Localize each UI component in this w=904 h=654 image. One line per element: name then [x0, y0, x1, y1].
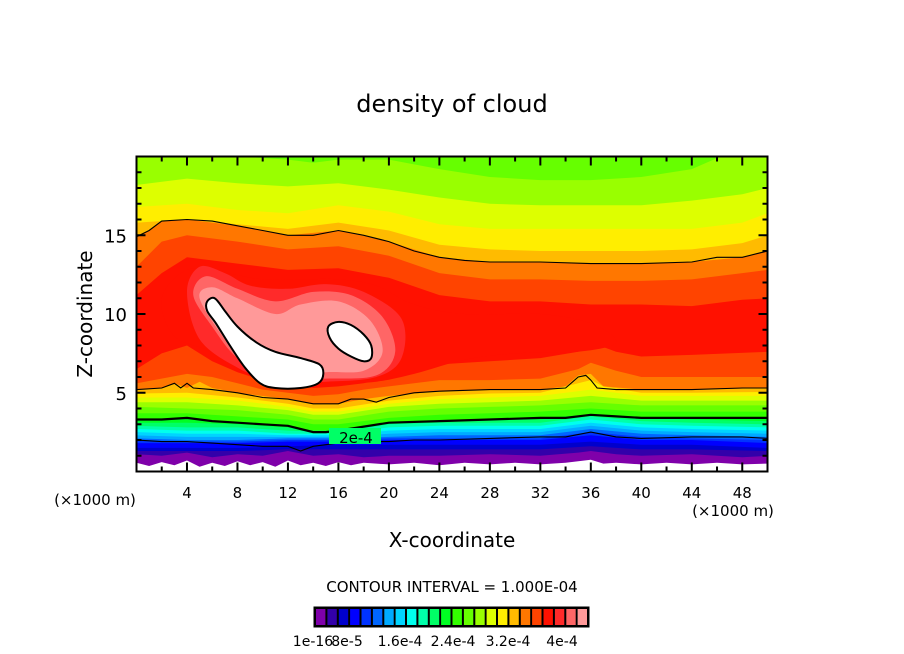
- colorbar-frame: [313, 606, 590, 628]
- colorbar-cell: [384, 609, 394, 625]
- colorbar-cell: [463, 609, 474, 625]
- upper-band-level-13: [245, 157, 719, 181]
- x-tick-label: 40: [632, 484, 651, 502]
- ground-no-data: [137, 459, 767, 471]
- colorbar-cell: [554, 609, 565, 625]
- contour-2e-4: [137, 413, 767, 434]
- x-axis-label: X-coordinate: [389, 528, 516, 552]
- x-tick-label: 44: [682, 484, 701, 502]
- mid-contour: [137, 374, 767, 405]
- colorbar-cell: [316, 609, 326, 625]
- colorbar-cell: [486, 609, 496, 625]
- colorbar-cell: [566, 609, 576, 625]
- colorbar-cell: [498, 609, 508, 625]
- white-region-core-left: [205, 296, 325, 390]
- colorbar-label: 1.6e-4: [378, 634, 423, 650]
- colorbar-cell: [543, 609, 553, 625]
- colorbar-cell: [509, 609, 519, 625]
- x-tick-label: 4: [182, 484, 192, 502]
- contour-lines: [137, 218, 767, 452]
- colorbar-label: 1e-16: [293, 634, 333, 650]
- x-tick-label: 28: [480, 484, 499, 502]
- colorbar-label: 2.4e-4: [431, 634, 476, 650]
- colorbar-label: 8e-5: [331, 634, 362, 650]
- contour-line-label: 2e-4: [339, 429, 373, 447]
- colorbar-cell: [418, 609, 428, 625]
- x-axis-unit-label-left: (×1000 m): [54, 491, 136, 509]
- colorbar-cell: [361, 609, 371, 625]
- x-tick-label: 48: [733, 484, 752, 502]
- colorbar-cell: [441, 609, 451, 625]
- colorbar-cell: [475, 609, 485, 625]
- x-tick-label: 8: [233, 484, 243, 502]
- colorbar-cell: [532, 609, 542, 625]
- x-tick-label: 16: [329, 484, 348, 502]
- x-tick-label: 32: [531, 484, 550, 502]
- colorbar: [313, 606, 590, 628]
- white-region-core-right: [326, 320, 374, 363]
- colorbar-cell: [350, 609, 360, 625]
- chart-title: density of cloud: [356, 90, 547, 118]
- colorbar-label: 3.2e-4: [486, 634, 531, 650]
- colorbar-cell: [338, 609, 349, 625]
- colorbar-cell: [372, 609, 383, 625]
- y-tick-labels: 5 10 15: [104, 226, 127, 405]
- contour-interval-label: CONTOUR INTERVAL = 1.000E-04: [326, 578, 577, 596]
- x-tick-label: 24: [430, 484, 449, 502]
- upper-contour: [137, 218, 767, 265]
- colorbar-cell: [327, 609, 337, 625]
- x-tick-labels: 4 8 12 16 20 24 28 32 36 40 44 48: [182, 484, 752, 502]
- low-contour: [137, 431, 767, 452]
- x-axis-unit-label-right: (×1000 m): [692, 502, 774, 520]
- y-tick-label: 5: [116, 384, 127, 405]
- y-tick-label: 10: [104, 305, 127, 326]
- colorbar-label: 4e-4: [546, 634, 578, 650]
- contour-label-background: [329, 428, 381, 444]
- colorbar-cell: [577, 609, 587, 625]
- y-tick-label: 15: [104, 226, 127, 247]
- colorbar-cell: [520, 609, 531, 625]
- colorbar-cell: [429, 609, 440, 625]
- filled-contour-bands: [137, 157, 767, 471]
- y-axis-label: Z-coordinate: [73, 250, 97, 377]
- x-tick-label: 36: [581, 484, 600, 502]
- colorbar-cell: [407, 609, 417, 625]
- x-tick-label: 12: [278, 484, 297, 502]
- x-tick-label: 20: [379, 484, 398, 502]
- axis-ticks: [136, 156, 768, 472]
- colorbar-cell: [395, 609, 405, 625]
- colorbar-cell: [452, 609, 462, 625]
